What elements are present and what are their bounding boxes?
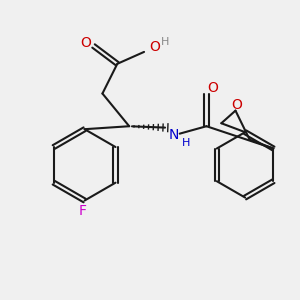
Text: H: H xyxy=(161,37,169,46)
Text: H: H xyxy=(182,138,190,148)
Text: O: O xyxy=(149,40,160,55)
Text: N: N xyxy=(169,128,179,142)
Text: F: F xyxy=(79,204,87,218)
Text: O: O xyxy=(81,36,92,50)
Text: O: O xyxy=(232,98,242,112)
Text: O: O xyxy=(207,81,218,94)
